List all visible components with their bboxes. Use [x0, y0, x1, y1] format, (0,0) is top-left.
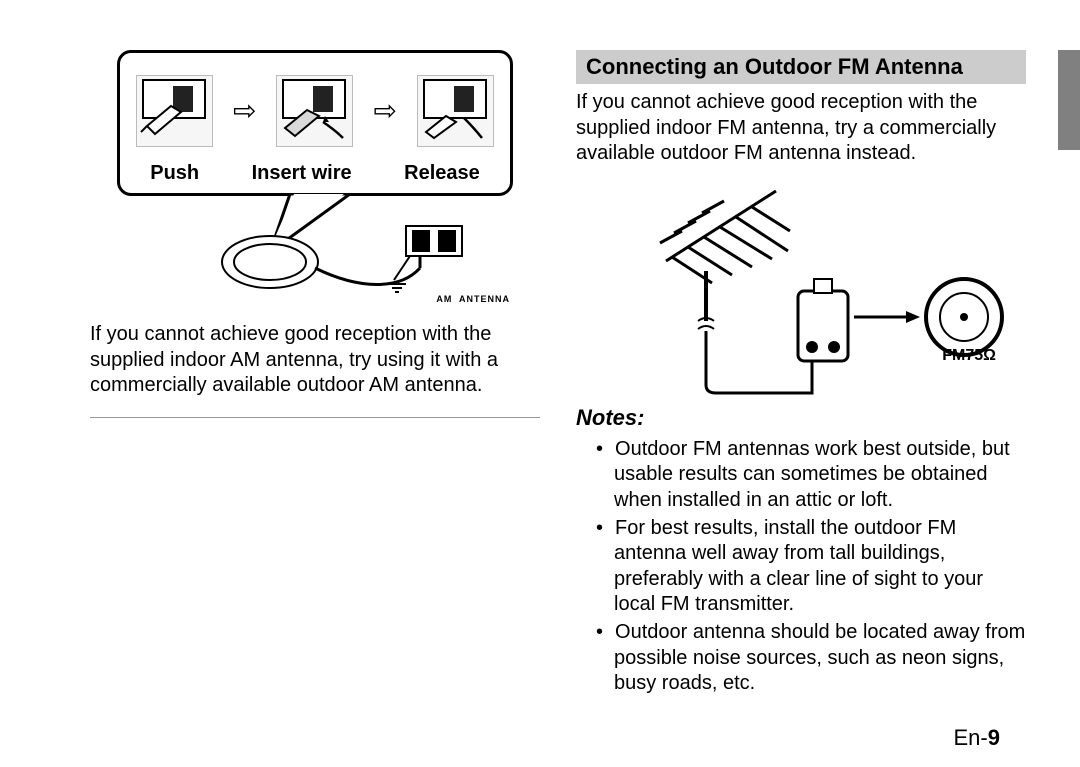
note-item: Outdoor antenna should be located away f…	[596, 620, 1026, 697]
left-column: ⇨ ⇨	[90, 50, 540, 699]
page-prefix: En-	[954, 725, 988, 750]
fm-intro-text: If you cannot achieve good reception wit…	[576, 90, 1026, 167]
step-label-push: Push	[150, 162, 199, 185]
page-no: 9	[988, 725, 1000, 750]
am-antenna-body-text: If you cannot achieve good reception wit…	[90, 322, 540, 399]
terminal-label-antenna: ANTENNA	[459, 294, 510, 304]
wire-connection-diagram: ⇨ ⇨	[117, 50, 513, 196]
notes-heading: Notes:	[576, 405, 1026, 431]
note-item: For best results, install the outdoor FM…	[596, 516, 1026, 618]
notes-list: Outdoor FM antennas work best outside, b…	[576, 437, 1026, 697]
am-antenna-illustration: AM ANTENNA	[120, 194, 510, 304]
fm-antenna-illustration: FM75Ω	[576, 171, 1026, 401]
fm-section-heading: Connecting an Outdoor FM Antenna	[576, 50, 1026, 84]
step-push-illustration	[136, 75, 213, 147]
arrow-right-icon: ⇨	[373, 97, 396, 125]
step-insert-illustration	[276, 75, 353, 147]
chapter-side-tab	[1058, 50, 1080, 150]
fm-connector-label: FM75Ω	[942, 347, 996, 365]
right-column: Connecting an Outdoor FM Antenna If you …	[576, 50, 1026, 699]
step-label-release: Release	[404, 162, 480, 185]
page-number: En-9	[954, 725, 1001, 751]
terminal-label-am: AM	[436, 294, 452, 304]
step-release-illustration	[417, 75, 494, 147]
note-item: Outdoor FM antennas work best outside, b…	[596, 437, 1026, 514]
section-divider	[90, 417, 540, 418]
step-label-insert: Insert wire	[252, 162, 352, 185]
arrow-right-icon: ⇨	[233, 97, 256, 125]
